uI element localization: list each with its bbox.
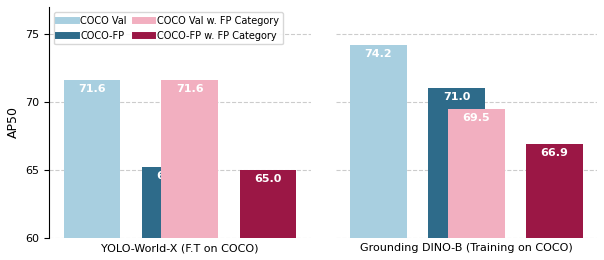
- Y-axis label: AP50: AP50: [7, 106, 20, 138]
- Bar: [448, 109, 504, 237]
- Text: 74.2: 74.2: [365, 49, 392, 59]
- Text: 65.0: 65.0: [254, 174, 281, 184]
- Bar: [142, 167, 199, 237]
- Text: 71.6: 71.6: [176, 84, 204, 94]
- Text: 71.6: 71.6: [78, 84, 106, 94]
- Bar: [350, 45, 407, 237]
- Text: 71.0: 71.0: [443, 92, 471, 102]
- X-axis label: YOLO-World-X (F.T on COCO): YOLO-World-X (F.T on COCO): [101, 243, 259, 253]
- Bar: [240, 170, 297, 237]
- Bar: [161, 80, 218, 237]
- Bar: [526, 144, 583, 237]
- X-axis label: Grounding DINO-B (Training on COCO): Grounding DINO-B (Training on COCO): [360, 243, 573, 253]
- Text: 66.9: 66.9: [541, 148, 568, 158]
- Bar: [63, 80, 120, 237]
- Text: 65.2: 65.2: [156, 171, 184, 181]
- Text: 69.5: 69.5: [462, 113, 490, 123]
- Bar: [428, 88, 485, 237]
- Legend: COCO Val, COCO-FP, COCO Val w. FP Category, COCO-FP w. FP Category: COCO Val, COCO-FP, COCO Val w. FP Catego…: [54, 12, 283, 44]
